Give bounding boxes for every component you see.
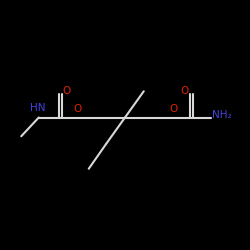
Text: O: O (180, 86, 189, 96)
Text: O: O (170, 104, 178, 114)
Text: HN: HN (30, 103, 45, 113)
Text: NH₂: NH₂ (212, 110, 232, 120)
Text: O: O (74, 104, 82, 114)
Text: O: O (62, 86, 71, 96)
